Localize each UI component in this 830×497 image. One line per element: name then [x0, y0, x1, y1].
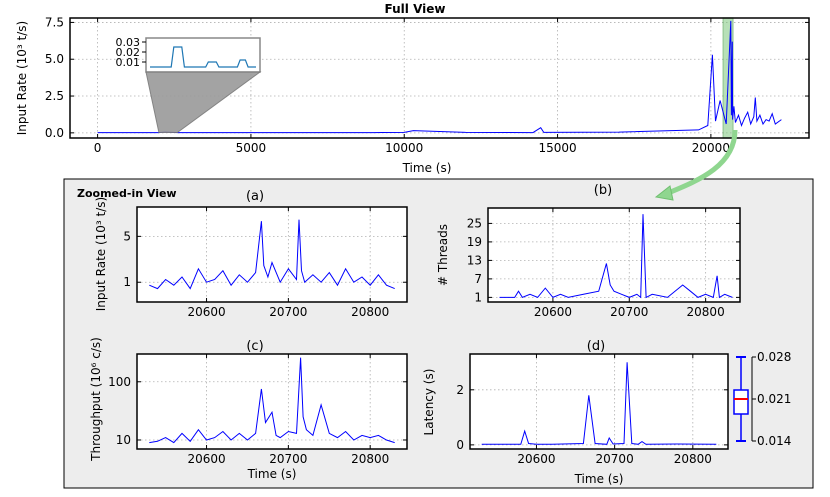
x-tick-label-full: 5000 — [236, 141, 267, 155]
x-tick-label-full: 0 — [94, 141, 102, 155]
y-tick-label-b: 19 — [467, 235, 482, 249]
chart-a: 20600 20700 20800 1 5 (a) Input Rate (10³ t/s) — [94, 189, 408, 319]
box-y-tick-label: 0.014 — [757, 434, 791, 448]
x-tick-label-d: 20700 — [596, 452, 634, 466]
y-tick-label-full: 0.0 — [45, 126, 64, 140]
plot-frame-d — [469, 353, 729, 450]
zoom-arrow-head — [654, 185, 674, 201]
x-tick-label-a: 20800 — [351, 305, 389, 319]
plot-frame-c — [136, 353, 408, 450]
inset-y-tick-label: 0.01 — [116, 56, 141, 69]
series-line-b — [499, 214, 733, 299]
inset-y-tick-label: 0.03 — [116, 36, 141, 49]
panel-label-d: (d) — [587, 339, 605, 354]
y-tick-label-full: 7.5 — [45, 15, 64, 29]
y-tick-label-b: 1 — [474, 290, 482, 304]
y-tick-label-c: 10 — [116, 433, 131, 447]
panel-label-a: (a) — [246, 189, 264, 204]
plot-frame-a — [136, 206, 408, 303]
y-axis-label-c: Throughput (10⁶ c/s) — [89, 337, 103, 462]
box-body — [733, 389, 749, 415]
x-axis-label-full: Time (s) — [402, 161, 452, 175]
x-tick-label-c: 20600 — [187, 452, 225, 466]
y-axis-label-b: # Threads — [436, 224, 450, 286]
inset-chart: 0.010.020.03 — [116, 36, 262, 134]
inset-zoom-connector — [145, 71, 262, 134]
y-tick-label-a: 5 — [123, 229, 131, 243]
zoom-arrow-shaft — [667, 129, 738, 196]
x-tick-label-c: 20700 — [269, 452, 307, 466]
x-tick-label-a: 20600 — [187, 305, 225, 319]
y-tick-label-full: 5.0 — [45, 52, 64, 66]
plot-area-a — [137, 207, 407, 302]
box-y-tick-label: 0.021 — [757, 392, 791, 406]
inset-frame — [145, 37, 261, 73]
series-line-a — [149, 219, 395, 290]
y-tick-label-b: 25 — [467, 216, 482, 230]
zoomed-in-title: Zoomed-in View — [77, 187, 177, 200]
chart-b: 20600 20700 20800 1 7 13 19 25 (b) # Threads — [436, 183, 741, 319]
x-tick-label-full: 20000 — [692, 141, 730, 155]
x-axis-label-d: Time (s) — [574, 472, 624, 486]
y-tick-label-b: 13 — [467, 253, 482, 267]
series-line-full — [97, 20, 782, 134]
chart-title: Full View — [385, 2, 446, 16]
inset-series-line — [150, 46, 256, 68]
x-tick-label-full: 10000 — [385, 141, 423, 155]
x-tick-label-b: 20600 — [534, 305, 572, 319]
panel-label-c: (c) — [246, 339, 263, 354]
plot-area-c — [137, 354, 407, 449]
y-axis-label-d: Latency (s) — [422, 369, 436, 436]
x-tick-label-d: 20600 — [517, 452, 555, 466]
x-tick-label-d: 20800 — [674, 452, 712, 466]
series-line-d — [481, 362, 717, 445]
y-tick-label-d: 2 — [456, 383, 464, 397]
inset-y-tick-label: 0.02 — [116, 46, 141, 59]
chart-c: 20600 20700 20800 10 100 (c) Time (s) Throughpu… — [89, 337, 408, 481]
chart-d: 20600 20700 20800 0 2 (d) Time (s) Latency (s) — [422, 339, 729, 486]
series-line-c — [149, 357, 395, 444]
y-tick-label-c: 100 — [108, 375, 131, 389]
latency-boxplot: 0.014 0.021 0.028 — [733, 350, 791, 448]
y-tick-label-b: 7 — [474, 272, 482, 286]
box-y-tick-label: 0.028 — [757, 350, 791, 364]
y-axis-label-full: Input Rate (10³ t/s) — [15, 21, 29, 135]
y-tick-label-full: 2.5 — [45, 89, 64, 103]
x-tick-label-b: 20700 — [610, 305, 648, 319]
chart-full: 0 5000 10000 15000 20000 0.0 2.5 5.0 7.5 Full Vie… — [15, 2, 810, 175]
y-axis-label-a: Input Rate (10³ t/s) — [94, 197, 108, 311]
panel-label-b: (b) — [594, 183, 612, 198]
plot-area-b — [488, 208, 740, 302]
plot-frame-b — [487, 207, 741, 303]
x-tick-label-b: 20800 — [687, 305, 725, 319]
x-tick-label-c: 20800 — [351, 452, 389, 466]
x-tick-label-full: 15000 — [538, 141, 576, 155]
plot-frame-full — [69, 17, 810, 139]
y-tick-label-d: 0 — [456, 438, 464, 452]
y-tick-label-a: 1 — [123, 275, 131, 289]
x-axis-label-c: Time (s) — [247, 467, 297, 481]
x-tick-label-a: 20700 — [269, 305, 307, 319]
plot-area-d — [470, 354, 728, 449]
